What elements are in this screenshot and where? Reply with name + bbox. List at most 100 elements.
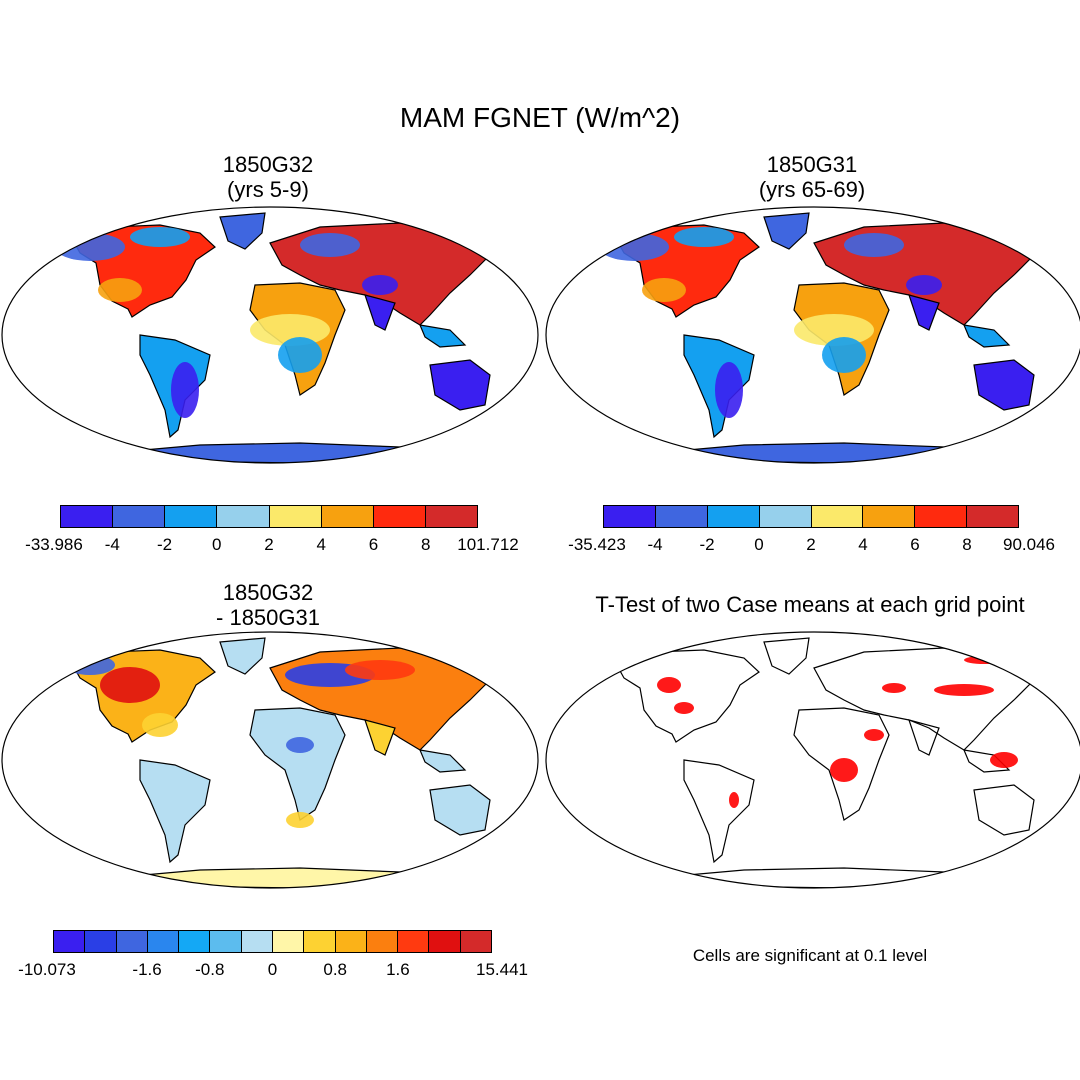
shading-region — [100, 667, 160, 703]
shading-region — [934, 684, 994, 696]
colorbar-tick-label: 15.441 — [476, 960, 528, 979]
shading-region — [345, 660, 415, 680]
continent-greenland — [219, 212, 266, 250]
colorbar-tick-label: 8 — [421, 535, 431, 554]
colorbar-swatch — [217, 506, 270, 527]
continent-greenland — [763, 637, 810, 675]
colorbar-boxes — [603, 505, 1019, 528]
shading-region — [822, 337, 866, 373]
colorbar-swatch — [811, 506, 864, 527]
panel-title-2-line1: 1850G31 — [766, 152, 858, 177]
colorbar-swatch — [460, 931, 491, 952]
colorbar-swatch — [113, 506, 166, 527]
continent-greenland — [219, 637, 266, 675]
colorbar-swatch — [304, 931, 336, 952]
shading-region — [642, 278, 686, 302]
colorbar-tick-label: -10.073 — [18, 960, 76, 979]
colorbar-swatch — [604, 506, 656, 527]
colorbar-boxes — [60, 505, 478, 528]
figure-title: MAM FGNET (W/m^2) — [399, 102, 681, 133]
continent-india — [908, 719, 940, 756]
shading-region — [130, 227, 190, 247]
panel-title-3-line1: 1850G32 — [222, 580, 314, 605]
continent-australia — [973, 359, 1035, 411]
shading-region — [98, 278, 142, 302]
colorbar-tick-label: 1.6 — [386, 960, 410, 979]
colorbar-swatch — [54, 931, 86, 952]
panel-title-2: 1850G31 (yrs 65-69) — [712, 152, 912, 202]
continent-australia — [973, 784, 1035, 836]
continent-seAsia — [963, 749, 1011, 773]
shading-region — [286, 812, 314, 828]
colorbar-tick-label: 2 — [806, 535, 816, 554]
colorbar-boxes — [53, 930, 492, 953]
panel-title-4: T-Test of two Case means at each grid po… — [540, 592, 1080, 617]
shading-region — [715, 362, 743, 418]
colorbar-tick-label: 0.8 — [323, 960, 348, 979]
colorbar-tick-label: 0 — [754, 535, 764, 554]
colorbar-tick-label: -33.986 — [25, 535, 83, 554]
shading-region — [990, 752, 1018, 768]
panel-title-1: 1850G32 (yrs 5-9) — [168, 152, 368, 202]
colorbar-tick-label: 90.046 — [1003, 535, 1055, 554]
shading-region — [657, 677, 681, 693]
colorbar-swatch — [655, 506, 708, 527]
map-panel-4 — [545, 631, 1080, 889]
shading-region — [830, 758, 858, 782]
colorbar-panel-2: -35.423 -4 -2 0 2 4 6 8 90.046 — [568, 505, 1055, 554]
continent-india — [364, 294, 396, 331]
colorbar-tick-label: -1.6 — [132, 960, 162, 979]
colorbar-swatch — [85, 931, 117, 952]
shading-region — [794, 314, 874, 346]
panel-title-1-line1: 1850G32 — [222, 152, 314, 177]
colorbar-tick-label: 8 — [962, 535, 972, 554]
colorbar-swatch — [210, 931, 242, 952]
colorbar-tick-label: 4 — [316, 535, 326, 554]
panel-title-3: 1850G32 - 1850G31 — [168, 580, 368, 630]
colorbar-tick-label: 6 — [368, 535, 379, 554]
colorbar-swatch — [759, 506, 812, 527]
colorbar-swatch — [398, 931, 430, 952]
colorbar-swatch — [116, 931, 148, 952]
colorbar-tick-label: -4 — [104, 535, 120, 554]
shading-region — [286, 737, 314, 753]
panel-title-2-line2: (yrs 65-69) — [758, 177, 866, 202]
shading-region — [278, 337, 322, 373]
significance-note: Cells are significant at 0.1 level — [692, 946, 928, 965]
shading-region — [906, 275, 942, 295]
shading-region — [300, 233, 360, 257]
colorbar-swatch — [915, 506, 968, 527]
shading-region — [362, 275, 398, 295]
colorbar-swatch — [179, 931, 211, 952]
shading-region — [599, 233, 669, 261]
colorbar-tick-label: 6 — [910, 535, 920, 554]
colorbar-swatch — [373, 506, 426, 527]
colorbar-panel-3: -10.073 -1.6 -0.8 0 0.8 1.6 15.441 — [18, 930, 528, 979]
continent-seAsia — [419, 324, 467, 348]
shading-region — [674, 227, 734, 247]
map-border — [1, 206, 539, 464]
shading-region — [864, 729, 884, 741]
shading-region — [250, 314, 330, 346]
shading-region — [948, 872, 960, 878]
shading-region — [55, 233, 125, 261]
panel-title-1-line2: (yrs 5-9) — [227, 177, 309, 202]
colorbar-tick-label: 0 — [267, 960, 278, 979]
continent-seAsia — [419, 749, 467, 773]
panel-title-3-line2: - 1850G31 — [216, 605, 320, 630]
colorbar-swatch — [967, 506, 1018, 527]
shading-region — [844, 233, 904, 257]
map-panel-1 — [1, 206, 539, 464]
continent-southAmerica — [683, 759, 755, 864]
colorbar-swatch — [429, 931, 461, 952]
shading-region — [142, 713, 178, 737]
continent-seAsia — [963, 324, 1011, 348]
map-panel-3 — [1, 631, 539, 889]
colorbar-swatch — [61, 506, 114, 527]
shading-region — [729, 792, 739, 808]
colorbar-tick-label: -4 — [647, 535, 663, 554]
colorbar-swatch — [165, 506, 218, 527]
colorbar-tick-label: 101.712 — [457, 535, 519, 554]
colorbar-swatch — [863, 506, 916, 527]
shading-region — [882, 683, 906, 693]
